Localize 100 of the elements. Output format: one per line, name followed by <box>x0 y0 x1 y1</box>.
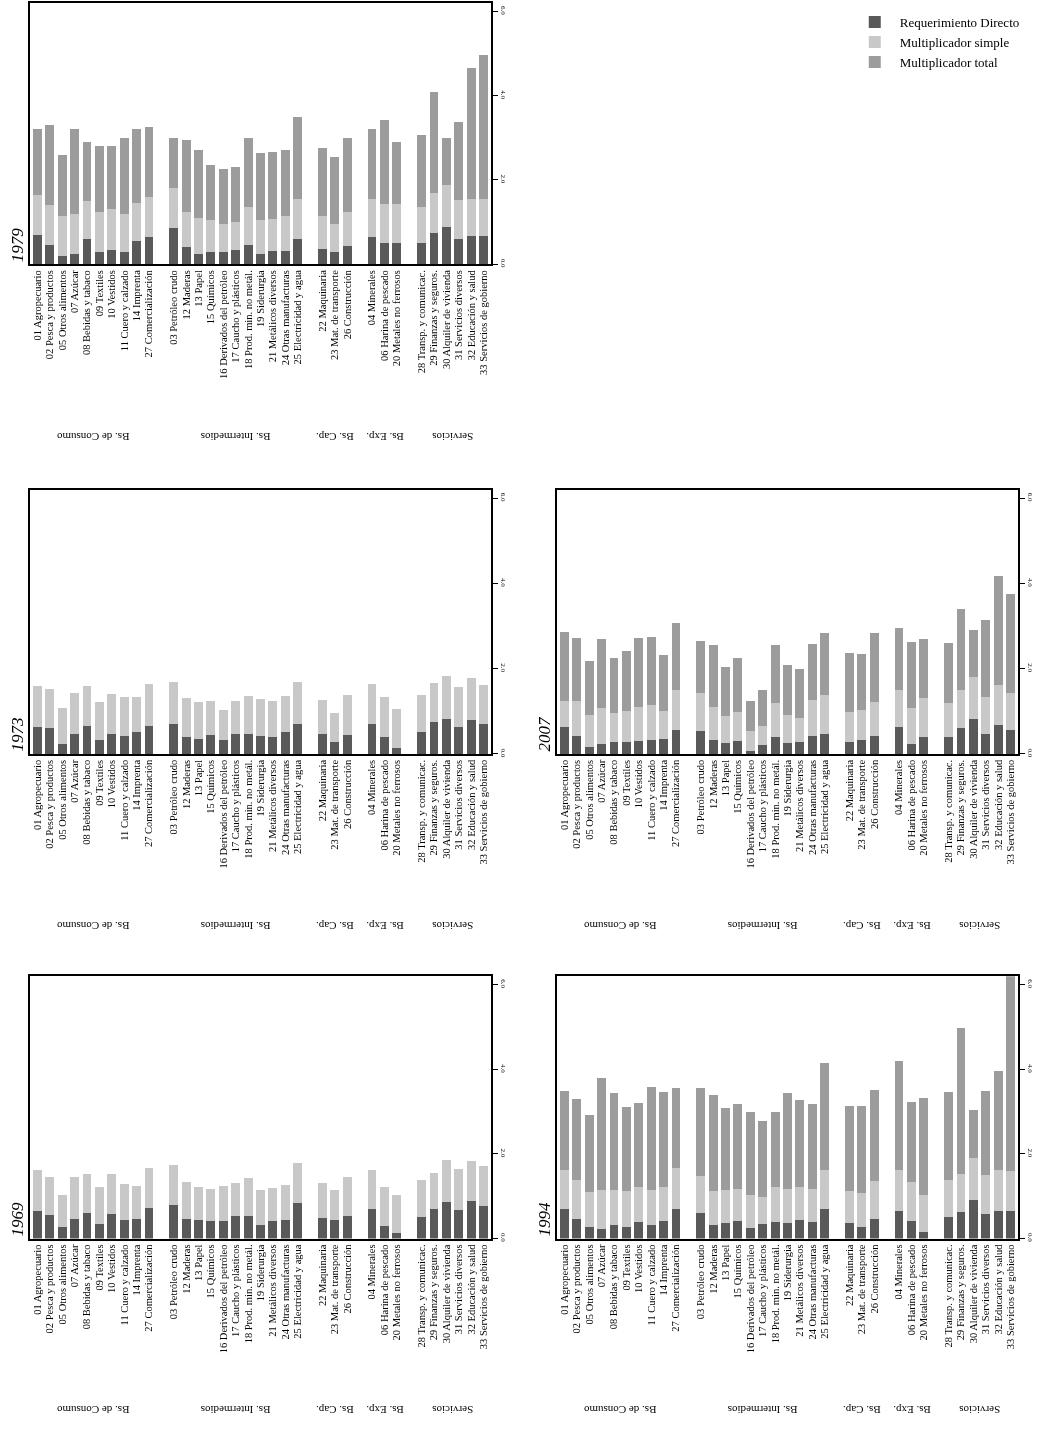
bar <box>268 152 278 220</box>
bar <box>696 1176 706 1214</box>
x-tick-label: 29 Finanzas y seguros. <box>428 270 440 366</box>
x-tick-label: 33 Servicios de gobierno <box>1004 759 1016 865</box>
bar <box>318 699 327 735</box>
bar <box>968 1158 978 1200</box>
bar <box>429 92 439 194</box>
bar <box>441 226 451 265</box>
bar <box>206 220 216 252</box>
x-tick-label: 28 Transp. y comunicac. <box>416 759 428 863</box>
bar <box>869 1181 879 1220</box>
x-tick-label: 06 Harina de pescado <box>378 759 390 851</box>
bar <box>671 1088 681 1169</box>
bar <box>919 736 929 754</box>
bar <box>181 1182 191 1220</box>
bar <box>745 751 755 754</box>
text: 1994 <box>535 1202 555 1237</box>
bar <box>584 660 594 715</box>
bar <box>367 1170 377 1209</box>
bar <box>379 119 389 204</box>
bar <box>342 695 352 736</box>
x-tick-label: 32 Educación y salud <box>465 759 477 850</box>
bar <box>845 742 854 754</box>
bar <box>857 709 867 740</box>
bar <box>646 1189 656 1226</box>
bar <box>379 1225 389 1239</box>
bar <box>906 743 916 754</box>
bar <box>708 1225 718 1239</box>
bar <box>94 701 104 741</box>
bar <box>944 702 954 737</box>
bar <box>466 1201 476 1239</box>
text: 2007 <box>534 715 554 752</box>
x-tick-label: 09 Textiles <box>620 1244 632 1291</box>
x-tick-label: 21 Metálicos diversos <box>267 759 279 852</box>
x-tick-label: 21 Metálicos diversos <box>267 1244 279 1337</box>
bar <box>218 224 228 252</box>
x-tick-label: 25 Electricidad y agua <box>292 759 304 855</box>
text: Servicios <box>959 1404 1001 1417</box>
x-tick-label: 15 Químicos <box>732 759 744 814</box>
bar <box>906 707 916 744</box>
x-tick-label: 23 Mat. de transporte <box>329 1244 341 1335</box>
bar <box>671 730 681 754</box>
bar <box>57 215 67 256</box>
bar <box>906 1102 916 1183</box>
bar <box>733 712 743 742</box>
x-tick-label: 26 Construcción <box>341 269 353 340</box>
bar <box>94 1186 104 1224</box>
bar <box>968 629 978 678</box>
bar <box>479 685 489 725</box>
bar <box>243 137 253 208</box>
x-tick-label: 03 Petróleo crudo <box>168 759 180 835</box>
bar <box>944 1092 954 1180</box>
x-tick-label: 15 Químicos <box>205 270 217 325</box>
bar <box>572 1099 582 1180</box>
bar <box>82 726 92 754</box>
bar <box>646 1225 656 1239</box>
bar <box>906 1182 916 1222</box>
bar <box>745 1112 755 1195</box>
bar <box>981 620 991 697</box>
x-tick-label: 27 Comercialización <box>670 759 682 848</box>
x-tick-label: 09 Textiles <box>620 759 632 806</box>
bar <box>82 142 92 202</box>
bar <box>745 730 755 752</box>
bar <box>70 734 80 754</box>
bar <box>379 1186 389 1226</box>
x-tick-label: 10 Vestidos <box>106 270 118 319</box>
x-tick-label: 01 Agropecuario <box>31 1244 43 1315</box>
bar <box>721 715 730 744</box>
bar <box>57 707 67 744</box>
x-tick-label: 09 Textiles <box>93 759 105 806</box>
bar <box>392 1233 402 1239</box>
text: Bs. de Consumo <box>56 430 130 443</box>
bar <box>330 224 340 252</box>
x-tick-label: 12 Maderas <box>707 759 719 810</box>
bar <box>441 1159 451 1202</box>
bar <box>57 1194 67 1228</box>
bar <box>993 1210 1003 1239</box>
x-tick-label: 29 Finanzas y seguros. <box>428 1244 440 1341</box>
x-tick-label: 03 Petróleo crudo <box>695 759 707 835</box>
bar <box>119 137 129 214</box>
bar <box>454 238 464 265</box>
bar <box>441 138 451 185</box>
x-tick-label: 23 Mat. de transporte <box>856 1244 868 1335</box>
x-tick-label: 13 Papel <box>192 1244 204 1281</box>
x-tick-label: 08 Bebidas y tabaco <box>608 759 620 845</box>
bar <box>721 743 730 754</box>
bar <box>993 1071 1003 1170</box>
text: Bs. Exp. <box>366 919 404 932</box>
bar <box>807 1222 817 1239</box>
bar <box>659 710 669 739</box>
bar <box>256 1189 265 1225</box>
x-tick-label: 22 Maquinaria <box>843 759 855 822</box>
x-tick-label: 13 Papel <box>719 1244 731 1281</box>
x-tick-label: 30 Alquiler de vivienda <box>440 759 452 859</box>
bar <box>869 701 879 736</box>
bar <box>981 1175 991 1215</box>
bar <box>621 1226 631 1239</box>
bar <box>758 689 768 727</box>
bar <box>243 1178 253 1216</box>
bar <box>144 726 154 754</box>
